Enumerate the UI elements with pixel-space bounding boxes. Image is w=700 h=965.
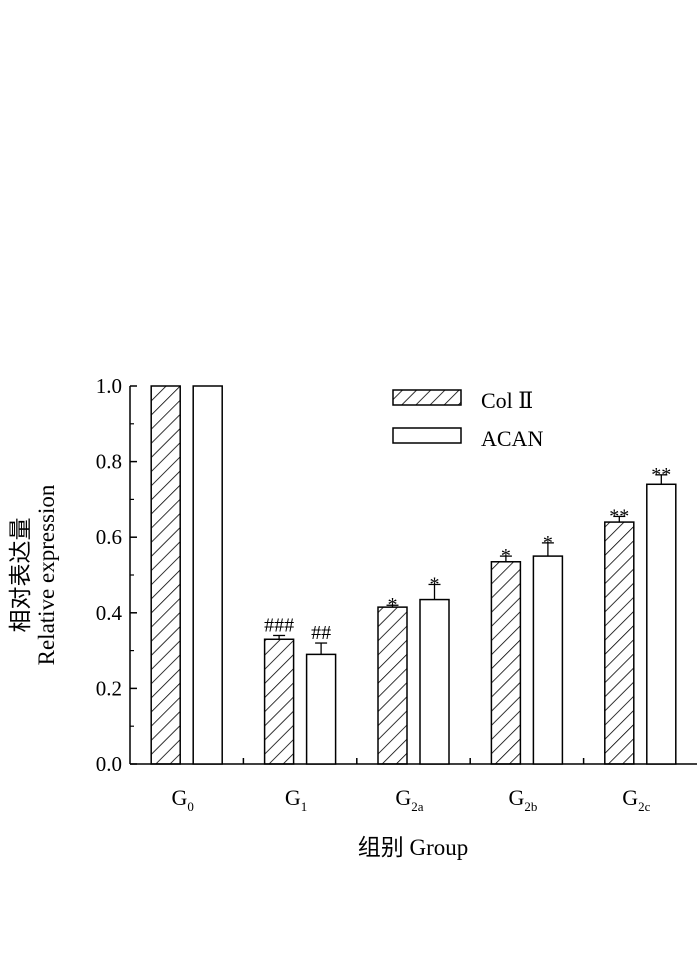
significance-label: **	[609, 505, 629, 527]
y-tick-label: 1.0	[96, 374, 122, 398]
y-tick-label: 0.2	[96, 676, 122, 700]
significance-label: *	[543, 532, 553, 554]
significance-label: *	[501, 545, 511, 567]
x-axis-title: 组别 Group	[358, 835, 469, 860]
bar-col2	[150, 385, 181, 765]
y-axis-title-cn: 相对表达量	[8, 518, 33, 633]
significance-label: *	[388, 594, 398, 616]
y-tick-label: 0.0	[96, 752, 122, 776]
bar-acan	[305, 653, 337, 765]
significance-label: ###	[264, 614, 294, 636]
bar-col2	[377, 606, 408, 765]
bar-acan	[646, 483, 677, 765]
bar-col2	[490, 561, 522, 765]
y-axis-title-en: Relative expression	[34, 484, 59, 665]
legend-label-acan: ACAN	[481, 426, 543, 451]
x-category-label: G0	[172, 785, 194, 814]
x-category-label: G2b	[508, 785, 537, 814]
y-axis-title: 相对表达量 Relative expression	[8, 484, 59, 665]
significance-label: ##	[311, 622, 331, 644]
legend-label-col2: Col Ⅱ	[481, 388, 533, 413]
bar-col2	[263, 638, 295, 765]
bar-acan	[532, 555, 564, 765]
legend-swatch-col2	[392, 389, 462, 406]
plot-area: 0.00.20.40.60.81.0G0 G1### ##G2a**G2b**G2c…	[96, 374, 697, 814]
y-tick-label: 0.4	[96, 601, 123, 625]
y-tick-label: 0.6	[96, 525, 122, 549]
bar-acan	[419, 598, 450, 765]
significance-label: *	[430, 573, 440, 595]
bar-acan	[192, 385, 223, 765]
bar-col2	[604, 521, 635, 765]
x-category-label: G2a	[395, 785, 423, 814]
legend: Col Ⅱ ACAN	[392, 388, 543, 451]
significance-label: **	[651, 464, 671, 486]
legend-swatch-acan	[392, 427, 462, 444]
y-tick-label: 0.8	[96, 450, 122, 474]
x-category-label: G1	[285, 785, 307, 814]
x-category-label: G2c	[622, 785, 650, 814]
